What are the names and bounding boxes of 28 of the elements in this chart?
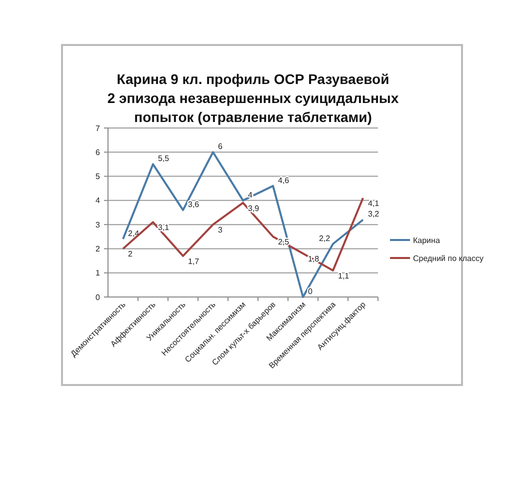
- legend-label: Средний по классу: [413, 254, 484, 263]
- data-label: 1,1: [338, 271, 350, 280]
- y-tick-label: 5: [96, 172, 101, 182]
- data-label: 1,7: [188, 256, 200, 266]
- data-label: 3,6: [188, 200, 200, 210]
- line-series: [122, 151, 364, 298]
- data-label: 3: [218, 226, 223, 235]
- data-label: 2,5: [278, 238, 290, 247]
- data-label: 6: [218, 142, 223, 152]
- y-tick-label: 2: [96, 244, 101, 254]
- y-tick-label: 6: [96, 148, 101, 157]
- line-series: [122, 197, 364, 272]
- legend-label: Карина: [413, 236, 440, 245]
- chart-title: Карина 9 кл. профиль ОСР Разуваевой 2 эпизода незавершенных суицидальных попыток (отравление таблетками): [107, 71, 399, 125]
- data-label: 2,2: [319, 234, 331, 243]
- y-tick-label: 0: [96, 292, 101, 302]
- data-label: 5,5: [158, 154, 170, 164]
- y-tick-label: 1: [96, 268, 101, 278]
- y-tick-label: 4: [96, 196, 101, 206]
- y-tick-label: 3: [96, 220, 101, 230]
- y-tick-label: 7: [96, 124, 101, 133]
- data-label: 4,6: [278, 176, 290, 185]
- data-label: 2: [128, 250, 133, 259]
- data-label: 3,1: [158, 223, 170, 232]
- data-label: 0: [308, 287, 313, 296]
- data-label: 4,1: [368, 199, 380, 208]
- data-label: 3,9: [248, 204, 260, 213]
- data-label: 3,2: [368, 210, 380, 219]
